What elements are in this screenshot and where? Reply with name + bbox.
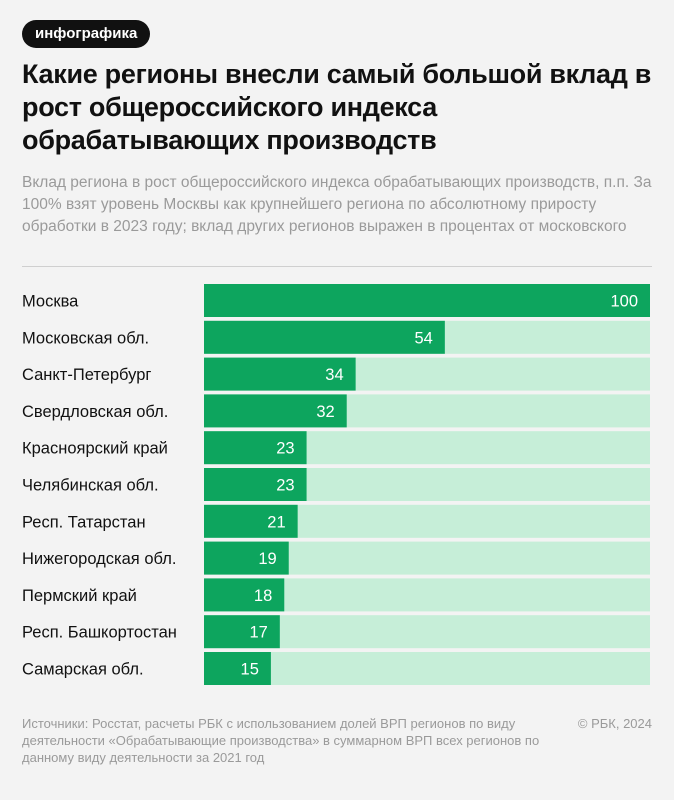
bar: [204, 284, 650, 317]
bar-chart: Москва 100 Московская обл. 54 Санкт-Петербур…: [22, 284, 650, 685]
value-label: 23: [276, 477, 294, 495]
bar-row: Самарская обл. 15: [22, 652, 650, 685]
category-label: Свердловская обл.: [22, 403, 168, 421]
value-label: 34: [325, 366, 343, 384]
bar-row: Красноярский край 23: [22, 431, 650, 465]
value-label: 19: [258, 550, 276, 568]
category-label: Респ. Башкортостан: [22, 624, 177, 642]
category-label: Москва: [22, 293, 79, 311]
bar-row: Московская обл. 54: [22, 320, 650, 354]
bar: [204, 504, 298, 538]
category-label: Пермский край: [22, 587, 137, 605]
bar: [204, 652, 271, 685]
category-label: Челябинская обл.: [22, 477, 159, 495]
category-label: Самарская обл.: [22, 661, 144, 679]
bar: [204, 320, 445, 354]
bar-row: Нижегородская обл. 19: [22, 541, 650, 575]
category-label: Санкт-Петербург: [22, 366, 151, 384]
value-label: 32: [316, 403, 334, 421]
category-label: Нижегородская обл.: [22, 550, 176, 568]
category-label: Респ. Татарстан: [22, 513, 146, 531]
value-label: 100: [610, 293, 638, 311]
category-badge: инфографика: [22, 20, 151, 48]
bar-row: Свердловская обл. 32: [22, 394, 650, 428]
value-label: 54: [414, 329, 432, 347]
bar-row: Респ. Татарстан 21: [22, 504, 650, 538]
bar-row: Респ. Башкортостан 17: [22, 615, 650, 649]
bar: [204, 541, 289, 575]
value-label: 23: [276, 440, 294, 458]
bar: [204, 468, 307, 501]
bar: [204, 357, 356, 391]
bar-track: [204, 652, 650, 685]
chart-title: Какие регионы внесли самый большой вклад…: [22, 59, 652, 155]
bar-row: Москва 100: [22, 284, 650, 317]
category-label: Красноярский край: [22, 440, 168, 458]
bar: [204, 431, 307, 465]
copyright: © РБК, 2024: [577, 716, 652, 731]
bar-row: Санкт-Петербург 34: [22, 357, 650, 391]
bar: [204, 615, 280, 649]
bar: [204, 394, 347, 428]
category-label: Московская обл.: [22, 329, 149, 347]
bar-row: Челябинская обл. 23: [22, 468, 650, 501]
value-label: 18: [254, 587, 272, 605]
value-label: 17: [249, 624, 267, 642]
value-label: 15: [241, 661, 259, 679]
bar-row: Пермский край 18: [22, 578, 650, 612]
source-note: Источники: Росстат, расчеты РБК с исполь…: [22, 716, 540, 765]
divider: [22, 266, 652, 267]
value-label: 21: [267, 513, 285, 531]
bar: [204, 578, 285, 612]
chart-subtitle: Вклад региона в рост общероссийского инд…: [22, 174, 652, 235]
